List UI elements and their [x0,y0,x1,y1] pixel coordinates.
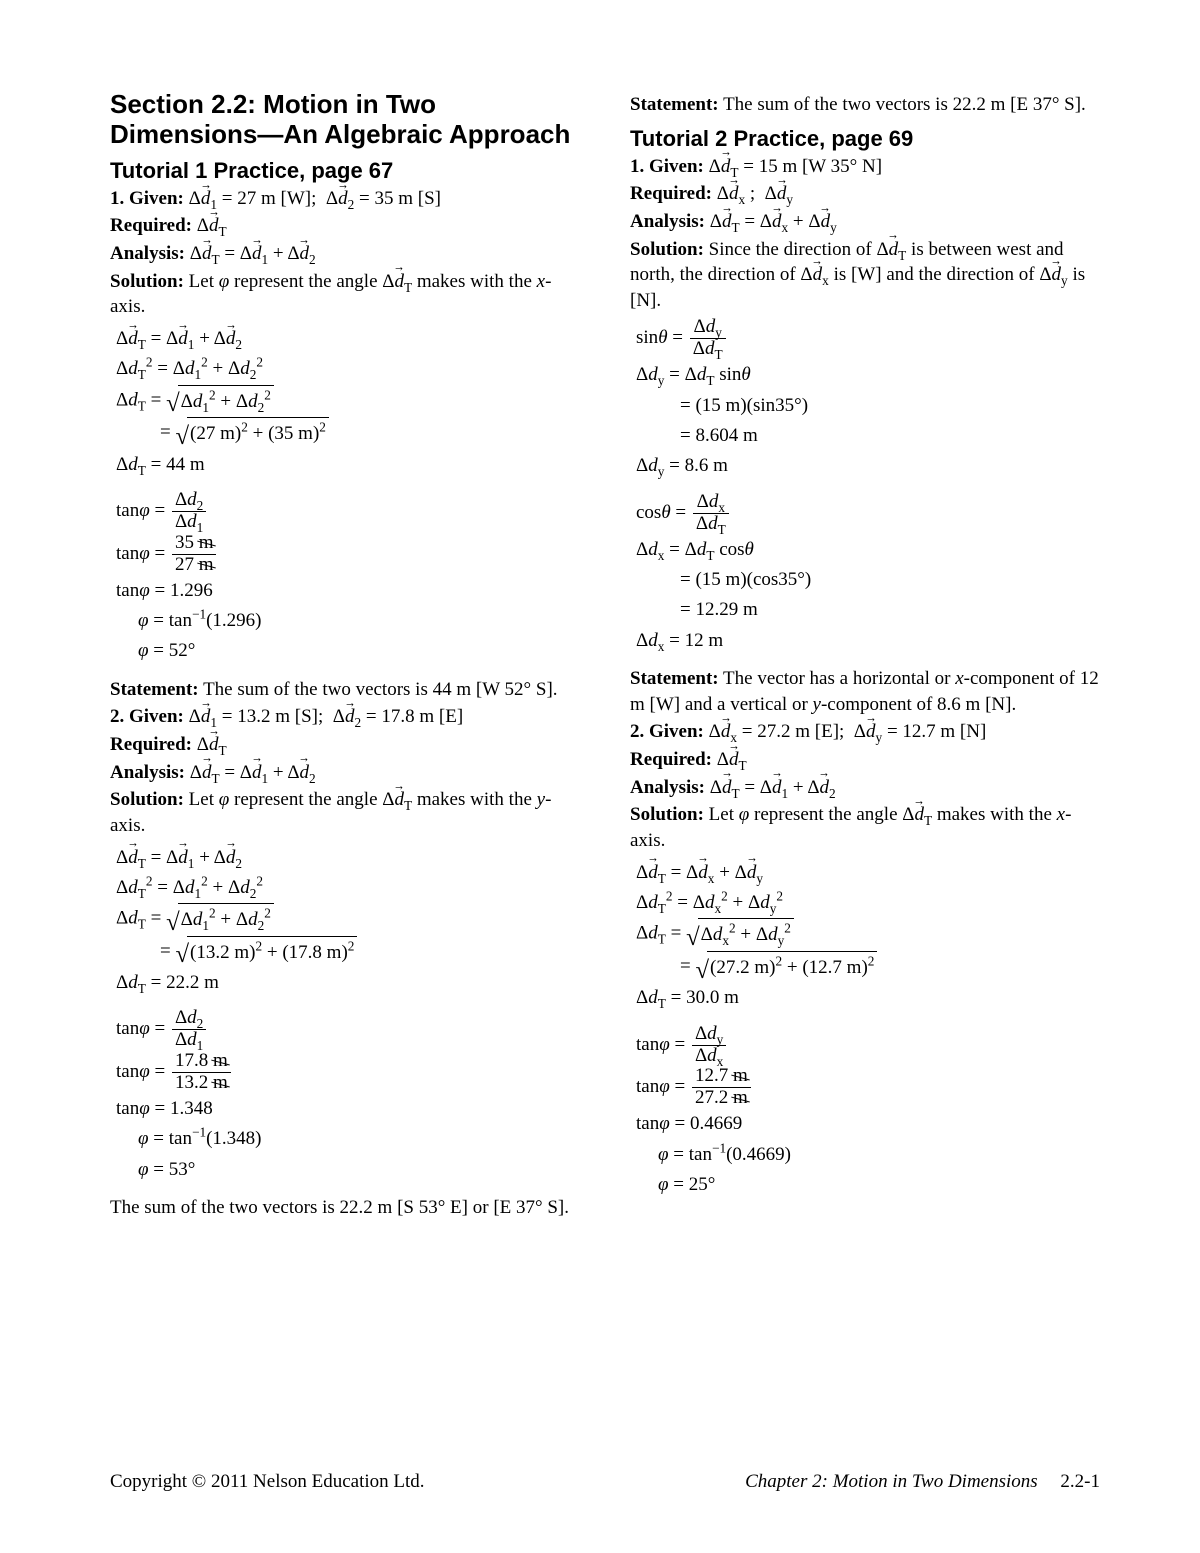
t2q2-solution-intro: Solution: Let φ represent the angle ΔdT … [630,802,1100,853]
t2q2-phi: 25° [689,1174,716,1195]
t2q2-tan: 0.4669 [690,1113,742,1134]
analysis-label: Analysis: [630,777,705,798]
t1q2-given: 2. Given: Δd1 = 13.2 m [S]; Δd2 = 17.8 m… [110,704,580,730]
t2q1-required: Required: Δdx ; Δdy [630,181,1100,207]
t2q1-dx-raw: 12.29 m [695,599,757,620]
t1q1-dT: 44 m [166,454,205,475]
t2q1-sin-calc: sinθ = ΔdyΔdT Δdy = ΔdT sinθ = (15 m)(si… [636,317,1100,481]
copyright: Copyright © 2011 Nelson Education Ltd. [110,1471,425,1493]
t1q2-trailing: The sum of the two vectors is 22.2 m [S … [110,1195,580,1221]
solution-label: Solution: [630,804,704,825]
t1q1-tan: 1.296 [170,580,213,601]
t2q1-dy: 8.6 m [685,455,728,476]
solution-label: Solution: [630,239,704,260]
given-label: 1. Given: [110,188,184,209]
page-footer: Copyright © 2011 Nelson Education Ltd. C… [110,1471,1100,1493]
statement-label: Statement: [110,679,199,700]
t2q1-solution-intro: Solution: Since the direction of ΔdT is … [630,237,1100,314]
t2q2-dT: 30.0 m [686,987,739,1008]
required-label: Required: [110,215,192,236]
right-column: Statement: The sum of the two vectors is… [630,90,1100,1223]
t1q2-angle-calc: tanφ = Δd2Δd1 tanφ = 17.8 m13.2 m tanφ =… [116,1008,580,1185]
t1q1-magnitude-calc: ΔdT = Δd1 + Δd2 ΔdT2 = Δd12 + Δd22 ΔdT =… [116,324,580,480]
t1q1-analysis: Analysis: ΔdT = Δd1 + Δd2 [110,241,580,267]
page: Section 2.2: Motion in Two Dimensions—An… [0,0,1200,1553]
required-label: Required: [630,749,712,770]
left-column: Section 2.2: Motion in Two Dimensions—An… [110,90,580,1223]
analysis-label: Analysis: [630,211,705,232]
t2q2-given: 2. Given: Δdx = 27.2 m [E]; Δdy = 12.7 m… [630,719,1100,745]
t2q1-dx: 12 m [685,630,724,651]
t2q2-required: Required: ΔdT [630,747,1100,773]
t1q1-phi: 52° [169,640,196,661]
required-label: Required: [110,734,192,755]
t1q2-phi: 53° [169,1159,196,1180]
t1q2-magnitude-calc: ΔdT = Δd1 + Δd2 ΔdT2 = Δd12 + Δd22 ΔdT =… [116,843,580,999]
solution-label: Solution: [110,789,184,810]
t1q1-angle-calc: tanφ = Δd2Δd1 tanφ = 35 m27 m tanφ = 1.2… [116,490,580,667]
given-label: 2. Given: [110,706,184,727]
t1q1-statement-text: The sum of the two vectors is 44 m [W 52… [203,679,557,700]
analysis-label: Analysis: [110,243,185,264]
t1q2-tan: 1.348 [170,1098,213,1119]
t2q1-dy-raw: 8.604 m [695,425,757,446]
chapter-title: Chapter 2: Motion in Two Dimensions [745,1471,1038,1492]
page-number: 2.2-1 [1060,1471,1100,1492]
required-label: Required: [630,183,712,204]
given-label: 2. Given: [630,721,704,742]
solution-label: Solution: [110,271,184,292]
t1q1-given: 1. Given: Δd1 = 27 m [W]; Δd2 = 35 m [S] [110,186,580,212]
t1q1-required: Required: ΔdT [110,213,580,239]
t2q2-analysis: Analysis: ΔdT = Δd1 + Δd2 [630,775,1100,801]
statement-label: Statement: [630,94,719,115]
section-title: Section 2.2: Motion in Two Dimensions—An… [110,90,580,150]
t1q2-solution-intro: Solution: Let φ represent the angle ΔdT … [110,787,580,838]
analysis-label: Analysis: [110,762,185,783]
t1q2-required: Required: ΔdT [110,732,580,758]
t2q1-given: 1. Given: ΔdT = 15 m [W 35° N] [630,154,1100,180]
t2q2-magnitude-calc: ΔdT = Δdx + Δdy ΔdT2 = Δdx2 + Δdy2 ΔdT =… [636,858,1100,1014]
t1q2-statement: Statement: The sum of the two vectors is… [630,92,1100,118]
t2q1-analysis: Analysis: ΔdT = Δdx + Δdy [630,209,1100,235]
t1q2-dT: 22.2 m [166,972,219,993]
t2q1-cos-calc: cosθ = ΔdxΔdT Δdx = ΔdT cosθ = (15 m)(co… [636,492,1100,656]
t1q1-solution-intro: Solution: Let φ represent the angle ΔdT … [110,269,580,320]
two-column-layout: Section 2.2: Motion in Two Dimensions—An… [110,90,1100,1223]
t1q2-statement-text: The sum of the two vectors is 22.2 m [E … [723,94,1086,115]
t2q2-angle-calc: tanφ = ΔdyΔdx tanφ = 12.7 m27.2 m tanφ =… [636,1024,1100,1201]
tutorial2-heading: Tutorial 2 Practice, page 69 [630,126,1100,152]
given-label: 1. Given: [630,156,704,177]
t1q2-analysis: Analysis: ΔdT = Δd1 + Δd2 [110,760,580,786]
statement-label: Statement: [630,668,719,689]
